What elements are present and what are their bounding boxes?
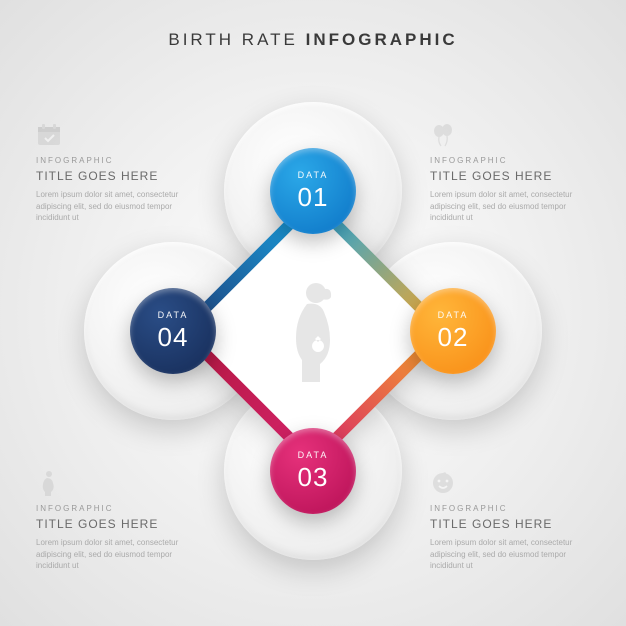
corner-br-body: Lorem ipsum dolor sit amet, consectetur … [430, 537, 590, 572]
node-04-num: 04 [158, 322, 189, 353]
corner-bl-overline: INFOGRAPHIC [36, 504, 196, 513]
pregnant-silhouette-icon [276, 282, 350, 382]
node-03-num: 03 [298, 462, 329, 493]
node-01-num: 01 [298, 182, 329, 213]
node-01: DATA 01 [270, 148, 356, 234]
node-04: DATA 04 [130, 288, 216, 374]
corner-br: INFOGRAPHIC TITLE GOES HERE Lorem ipsum … [430, 470, 590, 572]
node-03: DATA 03 [270, 428, 356, 514]
corner-bl-body: Lorem ipsum dolor sit amet, consectetur … [36, 537, 196, 572]
balloons-icon [430, 122, 456, 148]
pregnant-icon [36, 470, 62, 496]
node-02-label: DATA [438, 310, 469, 320]
corner-tr-overline: INFOGRAPHIC [430, 156, 590, 165]
corner-tr: INFOGRAPHIC TITLE GOES HERE Lorem ipsum … [430, 122, 590, 224]
corner-tr-body: Lorem ipsum dolor sit amet, consectetur … [430, 189, 590, 224]
node-02-num: 02 [438, 322, 469, 353]
title-light: BIRTH RATE [168, 30, 298, 49]
baby-icon [430, 470, 456, 496]
infographic-stage: DATA 01 DATA 02 DATA 03 DATA 04 INFOGRAP… [0, 92, 626, 626]
page-title: BIRTH RATE INFOGRAPHIC [0, 30, 626, 50]
corner-bl-title: TITLE GOES HERE [36, 517, 196, 531]
corner-tr-title: TITLE GOES HERE [430, 169, 590, 183]
calendar-icon [36, 122, 62, 148]
corner-tl-body: Lorem ipsum dolor sit amet, consectetur … [36, 189, 196, 224]
corner-tl: INFOGRAPHIC TITLE GOES HERE Lorem ipsum … [36, 122, 196, 224]
title-bold: INFOGRAPHIC [306, 30, 458, 49]
corner-br-title: TITLE GOES HERE [430, 517, 590, 531]
corner-bl: INFOGRAPHIC TITLE GOES HERE Lorem ipsum … [36, 470, 196, 572]
node-04-label: DATA [158, 310, 189, 320]
node-02: DATA 02 [410, 288, 496, 374]
corner-tl-overline: INFOGRAPHIC [36, 156, 196, 165]
corner-tl-title: TITLE GOES HERE [36, 169, 196, 183]
corner-br-overline: INFOGRAPHIC [430, 504, 590, 513]
node-01-label: DATA [298, 170, 329, 180]
node-03-label: DATA [298, 450, 329, 460]
